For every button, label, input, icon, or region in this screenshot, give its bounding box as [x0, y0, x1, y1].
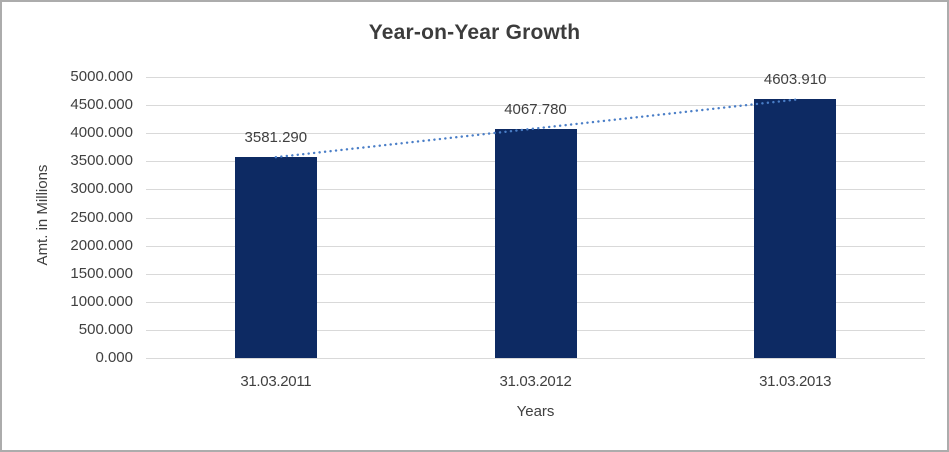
y-tick-label: 2000.000 [70, 236, 133, 254]
x-category-label: 31.03.2011 [240, 373, 312, 390]
y-tick-label: 5000.000 [70, 68, 133, 85]
y-tick-label: 3500.000 [70, 152, 133, 170]
x-category-label: 31.03.2012 [499, 373, 572, 390]
y-tick-label: 500.000 [78, 320, 133, 338]
y-tick-label: 4000.000 [70, 124, 133, 142]
y-tick-label: 0.000 [95, 349, 133, 366]
gridline [146, 77, 925, 78]
y-tick-label: 4500.000 [70, 96, 133, 114]
y-tick-label: 2500.000 [70, 208, 133, 226]
y-tick-label: 1500.000 [70, 264, 133, 282]
x-category-label: 31.03.2013 [759, 373, 832, 390]
x-axis-title: Years [516, 403, 555, 420]
bar [234, 156, 317, 358]
bar-value-label: 4067.780 [504, 101, 567, 119]
y-tick-label: 3000.000 [70, 180, 133, 198]
bar-value-label: 4603.910 [763, 71, 827, 89]
bar [494, 129, 577, 358]
bar [754, 99, 837, 358]
gridline [146, 358, 925, 359]
bar-value-label: 3581.290 [244, 128, 308, 146]
chart-title: Year-on-Year Growth [368, 21, 581, 44]
y-tick-label: 1000.000 [70, 292, 133, 310]
